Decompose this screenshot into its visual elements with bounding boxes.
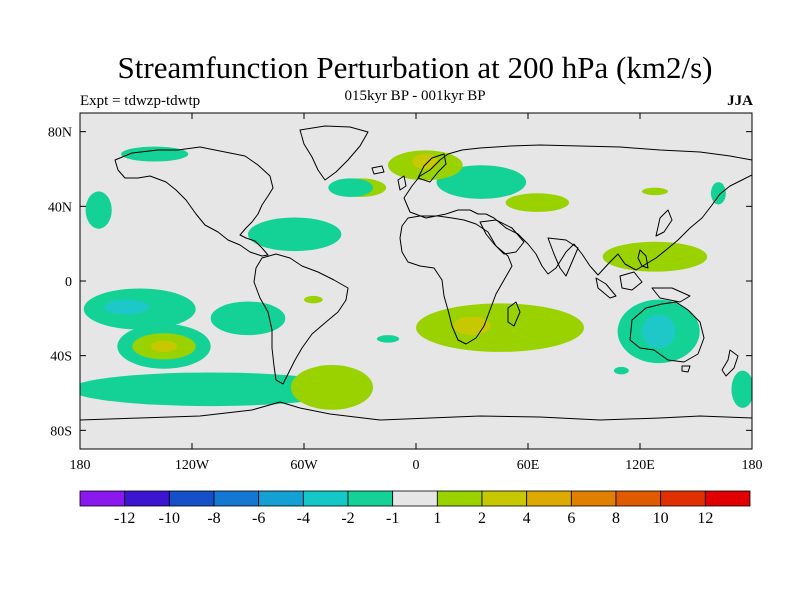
colorbar-swatch <box>258 490 304 507</box>
lon-tick-label: 60E <box>517 458 540 473</box>
colorbar-swatch <box>302 490 349 507</box>
colorbar-swatch <box>124 490 170 507</box>
coast-australia <box>629 301 705 363</box>
coast-north-america <box>114 146 274 257</box>
coastlines <box>80 125 752 421</box>
colorbar-label: 1 <box>433 510 441 527</box>
experiment-label: Expt = tdwzp-tdwtp <box>80 93 201 109</box>
colorbar-swatch <box>347 490 394 507</box>
lon-tick-label: 120E <box>625 458 655 473</box>
coast-greenland <box>299 125 369 181</box>
plot-subtitle: 015kyr BP - 001kyr BP <box>344 88 486 104</box>
coast-sumatra <box>595 277 617 299</box>
field-se-indian-neg <box>731 370 752 408</box>
coast-new-guinea <box>651 287 691 303</box>
colorbar-label: -2 <box>341 510 354 527</box>
coast-scandinavia <box>417 153 447 183</box>
field-n-pacific-east <box>710 182 726 205</box>
colorbar: -12 -10 -8 -6 -4 -2 -1 1 2 4 6 8 10 12 <box>79 490 751 527</box>
axis-ticks: 180 120W 60W 0 60E 120E 180 80N 40N 0 40S 80S <box>48 113 763 473</box>
field-s-pacific-pos-core <box>150 340 178 352</box>
colorbar-label: 4 <box>523 510 531 527</box>
colorbar-label: 8 <box>612 510 620 527</box>
field-australia-core <box>641 314 676 349</box>
lat-tick-label: 0 <box>65 275 72 290</box>
field-europe-center <box>412 154 439 170</box>
lat-tick-label: 40N <box>48 200 72 215</box>
colorbar-label: -1 <box>386 510 399 527</box>
lat-tick-label: 80N <box>48 126 72 141</box>
lon-tick-label: 0 <box>413 458 420 473</box>
coast-iceland <box>371 165 385 175</box>
field-w-atlantic-neg <box>247 217 342 252</box>
colorbar-swatch <box>526 490 572 507</box>
colorbar-swatch <box>570 490 617 507</box>
colorbar-swatch <box>481 490 528 507</box>
field-africa-core <box>453 316 491 336</box>
plot-title: Streamfunction Perturbation at 200 hPa (… <box>117 50 713 85</box>
field-e-europe-neg <box>436 165 527 199</box>
lon-tick-label: 60W <box>290 458 318 473</box>
coast-new-zealand <box>721 349 739 377</box>
field-indian-ocean-pos <box>416 303 584 352</box>
field-s-atlantic-pos <box>290 365 374 410</box>
field-se-pacific-neg <box>210 301 286 336</box>
season-label: JJA <box>727 93 753 109</box>
lon-tick-label: 180 <box>742 458 763 473</box>
lon-tick-label: 120W <box>175 458 210 473</box>
colorbar-swatch <box>79 490 126 507</box>
colorbar-label: -10 <box>159 510 180 527</box>
colorbar-label: -6 <box>252 510 265 527</box>
coast-south-america <box>253 253 349 385</box>
field-n-pacific-lobe <box>85 191 112 229</box>
colorbar-label: 12 <box>697 510 713 527</box>
lat-tick-label: 80S <box>50 424 72 439</box>
field-e-asia-pos <box>641 187 669 196</box>
coast-eurasia <box>403 144 752 276</box>
coast-antarctica <box>80 401 752 421</box>
coast-tasmania <box>681 365 691 373</box>
coast-philippines <box>637 249 649 269</box>
field-s-asia-pos <box>602 241 708 272</box>
colorbar-swatch <box>704 490 751 507</box>
colorbar-swatch <box>615 490 662 507</box>
colorbar-swatch <box>436 490 483 507</box>
lat-tick-label: 40S <box>50 350 72 365</box>
colorbar-label: 10 <box>653 510 669 527</box>
coast-japan <box>655 209 673 237</box>
coast-uk <box>397 175 407 191</box>
colorbar-swatch <box>660 490 706 507</box>
field-s-america-patch <box>304 295 323 304</box>
field-s-atlantic-small <box>376 335 400 343</box>
field-tropical-pacific-core <box>104 299 150 315</box>
colorbar-label: 2 <box>478 510 486 527</box>
colorbar-label: -12 <box>114 510 135 527</box>
field-s-indian-small <box>613 366 629 375</box>
field-central-asia-pos <box>505 193 570 212</box>
colorbar-label: 6 <box>567 510 575 527</box>
coast-arabia <box>479 219 525 255</box>
colorbar-swatch <box>213 490 260 507</box>
coast-madagascar <box>507 301 521 327</box>
field-n-atlantic-high <box>328 178 374 198</box>
colorbar-swatch <box>392 490 438 507</box>
coast-india <box>547 237 579 277</box>
lon-tick-label: 180 <box>70 458 91 473</box>
coast-borneo <box>619 271 643 291</box>
field-arctic-canada <box>121 146 189 162</box>
colorbar-label: -4 <box>297 510 310 527</box>
colorbar-label: -8 <box>207 510 220 527</box>
coast-africa <box>399 215 513 345</box>
field-south-pacific-band <box>80 372 351 407</box>
colorbar-swatch <box>168 490 215 507</box>
